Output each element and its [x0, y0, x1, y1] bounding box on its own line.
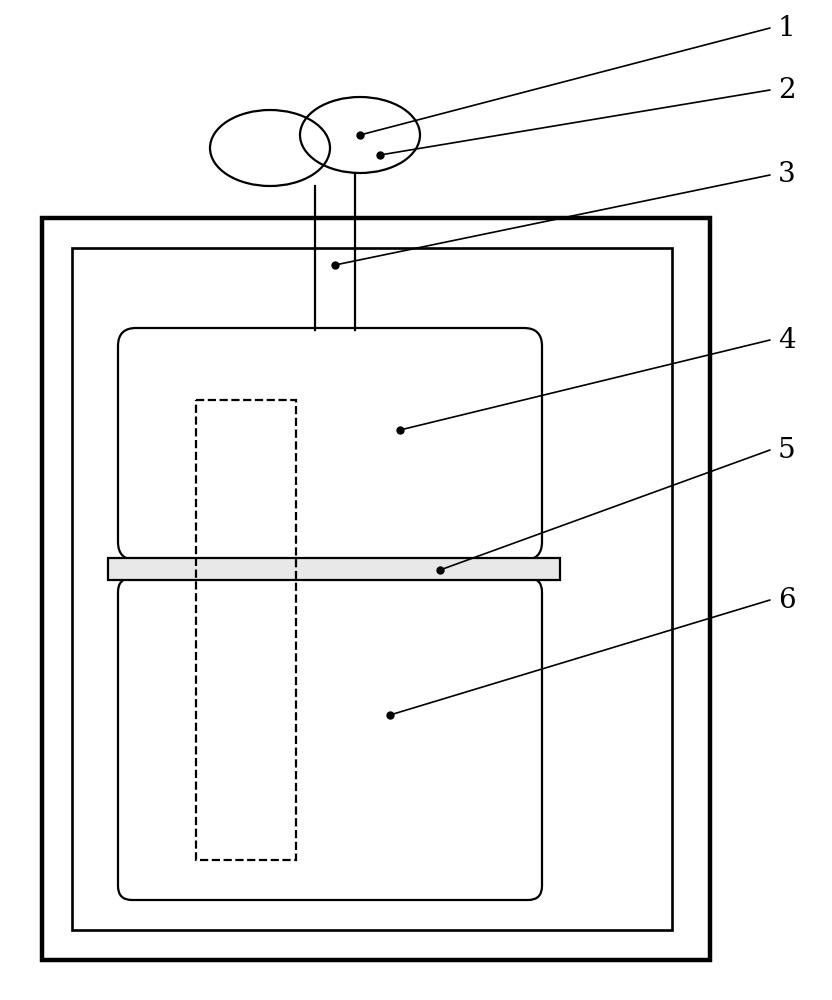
Text: 4: 4 — [778, 326, 795, 354]
Bar — [42, 218, 710, 960]
Text: 5: 5 — [778, 436, 795, 464]
Text: 6: 6 — [778, 586, 795, 613]
Bar — [196, 400, 296, 860]
Text: 3: 3 — [778, 161, 795, 188]
Bar — [108, 558, 560, 580]
Bar — [72, 248, 672, 930]
Text: 2: 2 — [778, 77, 795, 104]
Text: 1: 1 — [778, 14, 795, 41]
